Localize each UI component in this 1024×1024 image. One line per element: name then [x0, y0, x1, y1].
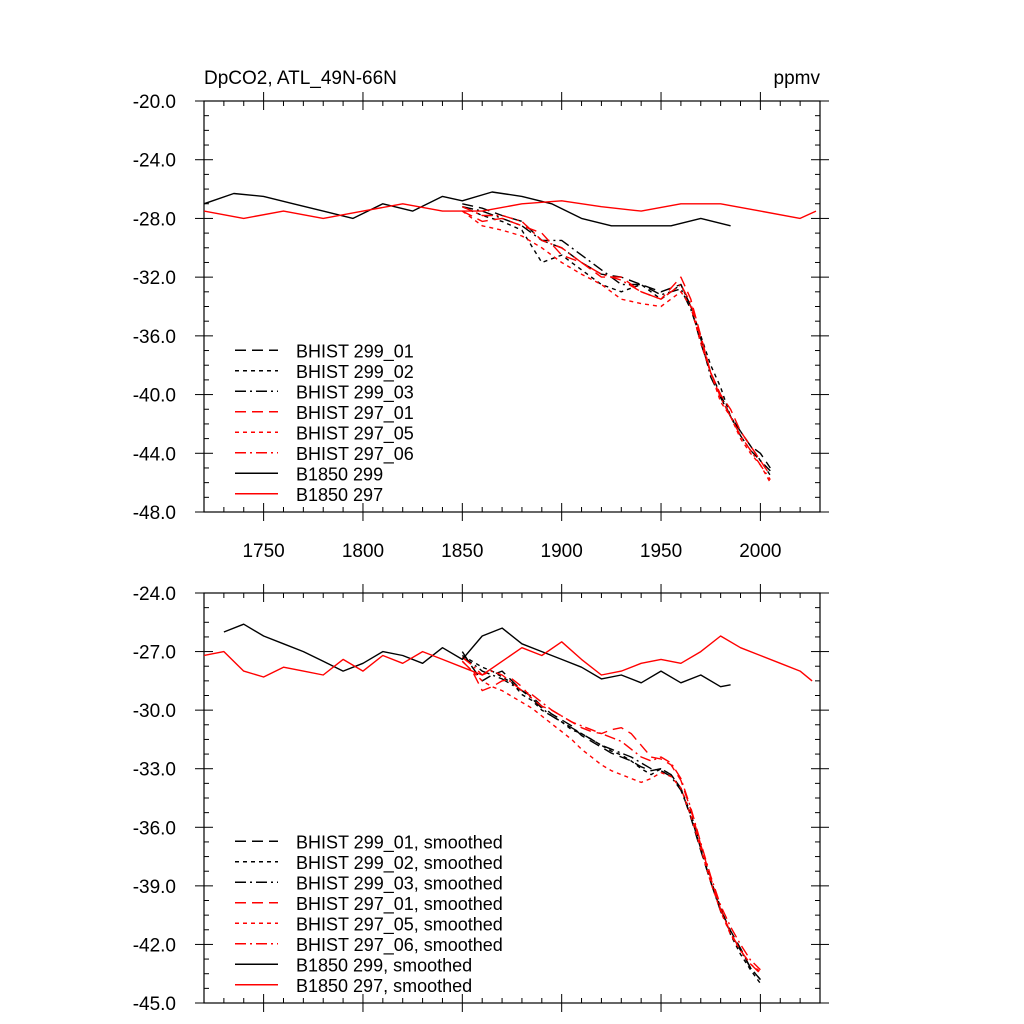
series-line	[204, 191, 731, 227]
x-tick-label: 1800	[342, 541, 384, 562]
x-tick-label: 1900	[541, 541, 583, 562]
x-tick-label: 2000	[739, 541, 781, 562]
series-line	[462, 206, 771, 481]
series-line	[462, 203, 771, 469]
series-line	[461, 654, 761, 984]
y-tick-label: -44.0	[133, 444, 176, 465]
legend-label: BHIST 299_03, smoothed	[296, 873, 503, 894]
y-tick-label: -48.0	[133, 503, 176, 524]
legend-label: BHIST 299_01, smoothed	[296, 832, 503, 853]
y-tick-label: -42.0	[133, 935, 176, 956]
legend-label: BHIST 297_01	[296, 403, 414, 424]
y-tick-label: -30.0	[133, 701, 176, 722]
chart-title: DpCO2, ATL_49N-66N	[204, 68, 397, 89]
y-tick-label: -40.0	[133, 386, 176, 407]
series-group	[204, 623, 813, 984]
y-tick-label: -20.0	[133, 92, 176, 113]
legend-label: B1850 299, smoothed	[296, 955, 472, 975]
y-tick-label: -33.0	[133, 760, 176, 781]
x-tick-label: 1850	[441, 541, 483, 562]
series-line	[462, 206, 771, 472]
series-line	[223, 623, 731, 688]
y-tick-label: -24.0	[133, 151, 176, 172]
legend-label: B1850 297, smoothed	[296, 976, 472, 996]
legend-label: BHIST 297_05	[296, 423, 414, 444]
legend-label: B1850 299	[296, 464, 383, 484]
legend-label: BHIST 299_02	[296, 362, 414, 383]
legend-label: BHIST 297_05, smoothed	[296, 914, 503, 935]
legend-label: BHIST 299_02, smoothed	[296, 853, 503, 874]
series-line	[461, 660, 761, 973]
legend-label: BHIST 299_03	[296, 382, 414, 403]
series-line	[204, 200, 817, 220]
y-tick-label: -24.0	[133, 584, 176, 605]
series-line	[461, 210, 771, 476]
series-line	[204, 635, 813, 682]
legend-label: BHIST 297_06, smoothed	[296, 935, 503, 956]
y-tick-label: -32.0	[133, 268, 176, 289]
y-tick-label: -39.0	[133, 877, 176, 898]
y-tick-label: -28.0	[133, 209, 176, 230]
y-tick-label: -36.0	[133, 818, 176, 839]
series-line	[461, 656, 761, 971]
series-line	[462, 206, 771, 476]
x-tick-label: 1950	[640, 541, 682, 562]
y-tick-label: -45.0	[133, 994, 176, 1015]
series-line	[461, 651, 761, 981]
y-tick-label: -27.0	[133, 643, 176, 664]
top-panel: 1750 1800 1850 1900 1950 2000 -48.0 -44.0 -40.0 -…	[133, 92, 829, 562]
chart-units: ppmv	[774, 68, 821, 89]
legend-label: B1850 297	[296, 485, 383, 505]
series-line	[461, 656, 761, 981]
legend-label: BHIST 297_01, smoothed	[296, 894, 503, 915]
x-tick-label: 1750	[242, 541, 284, 562]
bottom-panel: -45.0 -42.0 -39.0 -36.0 -33.0 -30.0 -27.0 -24.0…	[133, 584, 829, 1015]
y-tick-label: -36.0	[133, 327, 176, 348]
series-line	[461, 660, 761, 975]
series-group	[204, 191, 817, 483]
series-line	[461, 210, 771, 483]
legend-label: BHIST 297_06	[296, 444, 414, 465]
legend-label: BHIST 299_01	[296, 341, 414, 362]
